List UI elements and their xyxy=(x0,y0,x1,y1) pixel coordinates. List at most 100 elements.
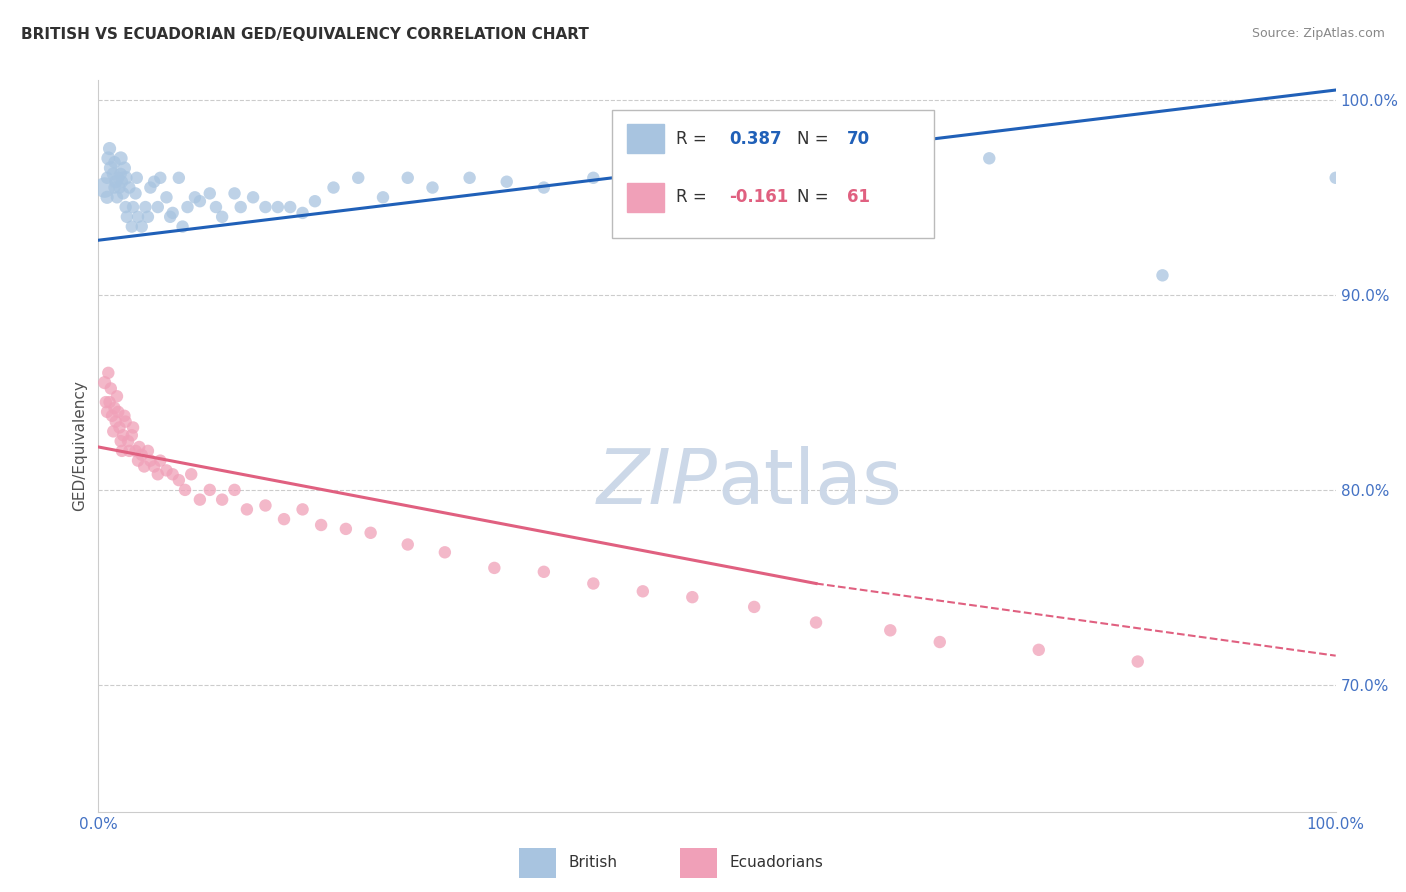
Point xyxy=(242,190,264,204)
Point xyxy=(104,175,127,189)
Text: BRITISH VS ECUADORIAN GED/EQUIVALENCY CORRELATION CHART: BRITISH VS ECUADORIAN GED/EQUIVALENCY CO… xyxy=(21,27,589,42)
Point xyxy=(98,395,121,409)
Point xyxy=(291,502,314,516)
Point xyxy=(254,200,277,214)
Point xyxy=(159,210,181,224)
Point xyxy=(172,219,194,234)
Point xyxy=(1152,268,1174,283)
Point xyxy=(162,467,184,482)
Point xyxy=(167,473,190,487)
Point xyxy=(114,200,136,214)
Point xyxy=(291,206,314,220)
Point xyxy=(100,381,122,395)
Point xyxy=(162,206,184,220)
Point xyxy=(93,376,115,390)
Point xyxy=(780,175,803,189)
Point xyxy=(155,463,177,477)
Point xyxy=(97,151,120,165)
Point xyxy=(112,409,135,423)
Point xyxy=(236,502,259,516)
Point xyxy=(136,443,159,458)
Point xyxy=(110,434,132,449)
Point xyxy=(582,170,605,185)
Point xyxy=(174,483,197,497)
Text: atlas: atlas xyxy=(717,446,901,519)
Point xyxy=(254,499,277,513)
Point xyxy=(396,537,419,551)
Point xyxy=(879,161,901,175)
Point xyxy=(134,459,156,474)
Point xyxy=(105,190,128,204)
Text: Ecuadorians: Ecuadorians xyxy=(730,855,824,871)
Point xyxy=(122,420,145,434)
Point xyxy=(631,167,654,181)
Point xyxy=(104,415,127,429)
Point xyxy=(127,453,149,467)
Point xyxy=(108,420,131,434)
Point xyxy=(103,155,125,169)
Point xyxy=(146,467,169,482)
Point xyxy=(371,190,394,204)
Point xyxy=(114,415,136,429)
Point xyxy=(631,584,654,599)
Point xyxy=(111,443,134,458)
Text: N =: N = xyxy=(797,188,830,206)
Point xyxy=(122,200,145,214)
Point xyxy=(533,180,555,194)
Text: Source: ZipAtlas.com: Source: ZipAtlas.com xyxy=(1251,27,1385,40)
Point xyxy=(335,522,357,536)
Point xyxy=(121,428,143,442)
Point xyxy=(360,525,382,540)
Point xyxy=(149,170,172,185)
Point xyxy=(134,200,156,214)
Point xyxy=(139,180,162,194)
Point xyxy=(1324,170,1347,185)
Point xyxy=(112,161,135,175)
FancyBboxPatch shape xyxy=(519,848,557,878)
Point xyxy=(224,186,246,201)
Point xyxy=(224,483,246,497)
Point xyxy=(188,194,211,209)
Point xyxy=(155,190,177,204)
Point xyxy=(188,492,211,507)
Text: -0.161: -0.161 xyxy=(730,188,789,206)
Point xyxy=(458,170,481,185)
FancyBboxPatch shape xyxy=(612,110,934,237)
Point xyxy=(582,576,605,591)
Text: British: British xyxy=(568,855,617,871)
Point xyxy=(115,210,138,224)
Point xyxy=(180,467,202,482)
Point xyxy=(1028,643,1050,657)
Point xyxy=(105,389,128,403)
Point xyxy=(117,434,139,449)
Point xyxy=(103,401,125,415)
Point xyxy=(121,219,143,234)
Text: 70: 70 xyxy=(846,130,870,148)
Point xyxy=(124,186,146,201)
FancyBboxPatch shape xyxy=(627,183,664,212)
Point xyxy=(149,453,172,467)
Point xyxy=(131,219,153,234)
Point xyxy=(131,448,153,462)
FancyBboxPatch shape xyxy=(681,848,717,878)
Point xyxy=(103,425,125,439)
Point xyxy=(278,200,301,214)
Point xyxy=(103,180,125,194)
Point xyxy=(273,512,295,526)
Text: R =: R = xyxy=(676,188,707,206)
Point xyxy=(681,170,703,185)
Point xyxy=(198,186,221,201)
Point xyxy=(103,167,125,181)
Y-axis label: GED/Equivalency: GED/Equivalency xyxy=(72,381,87,511)
Point xyxy=(118,180,141,194)
Point xyxy=(533,565,555,579)
Point xyxy=(304,194,326,209)
Point xyxy=(128,440,150,454)
Point xyxy=(211,210,233,224)
Point xyxy=(125,170,148,185)
Point xyxy=(731,161,754,175)
Point xyxy=(136,210,159,224)
Point xyxy=(229,200,252,214)
Point xyxy=(309,518,332,533)
Point xyxy=(879,624,901,638)
